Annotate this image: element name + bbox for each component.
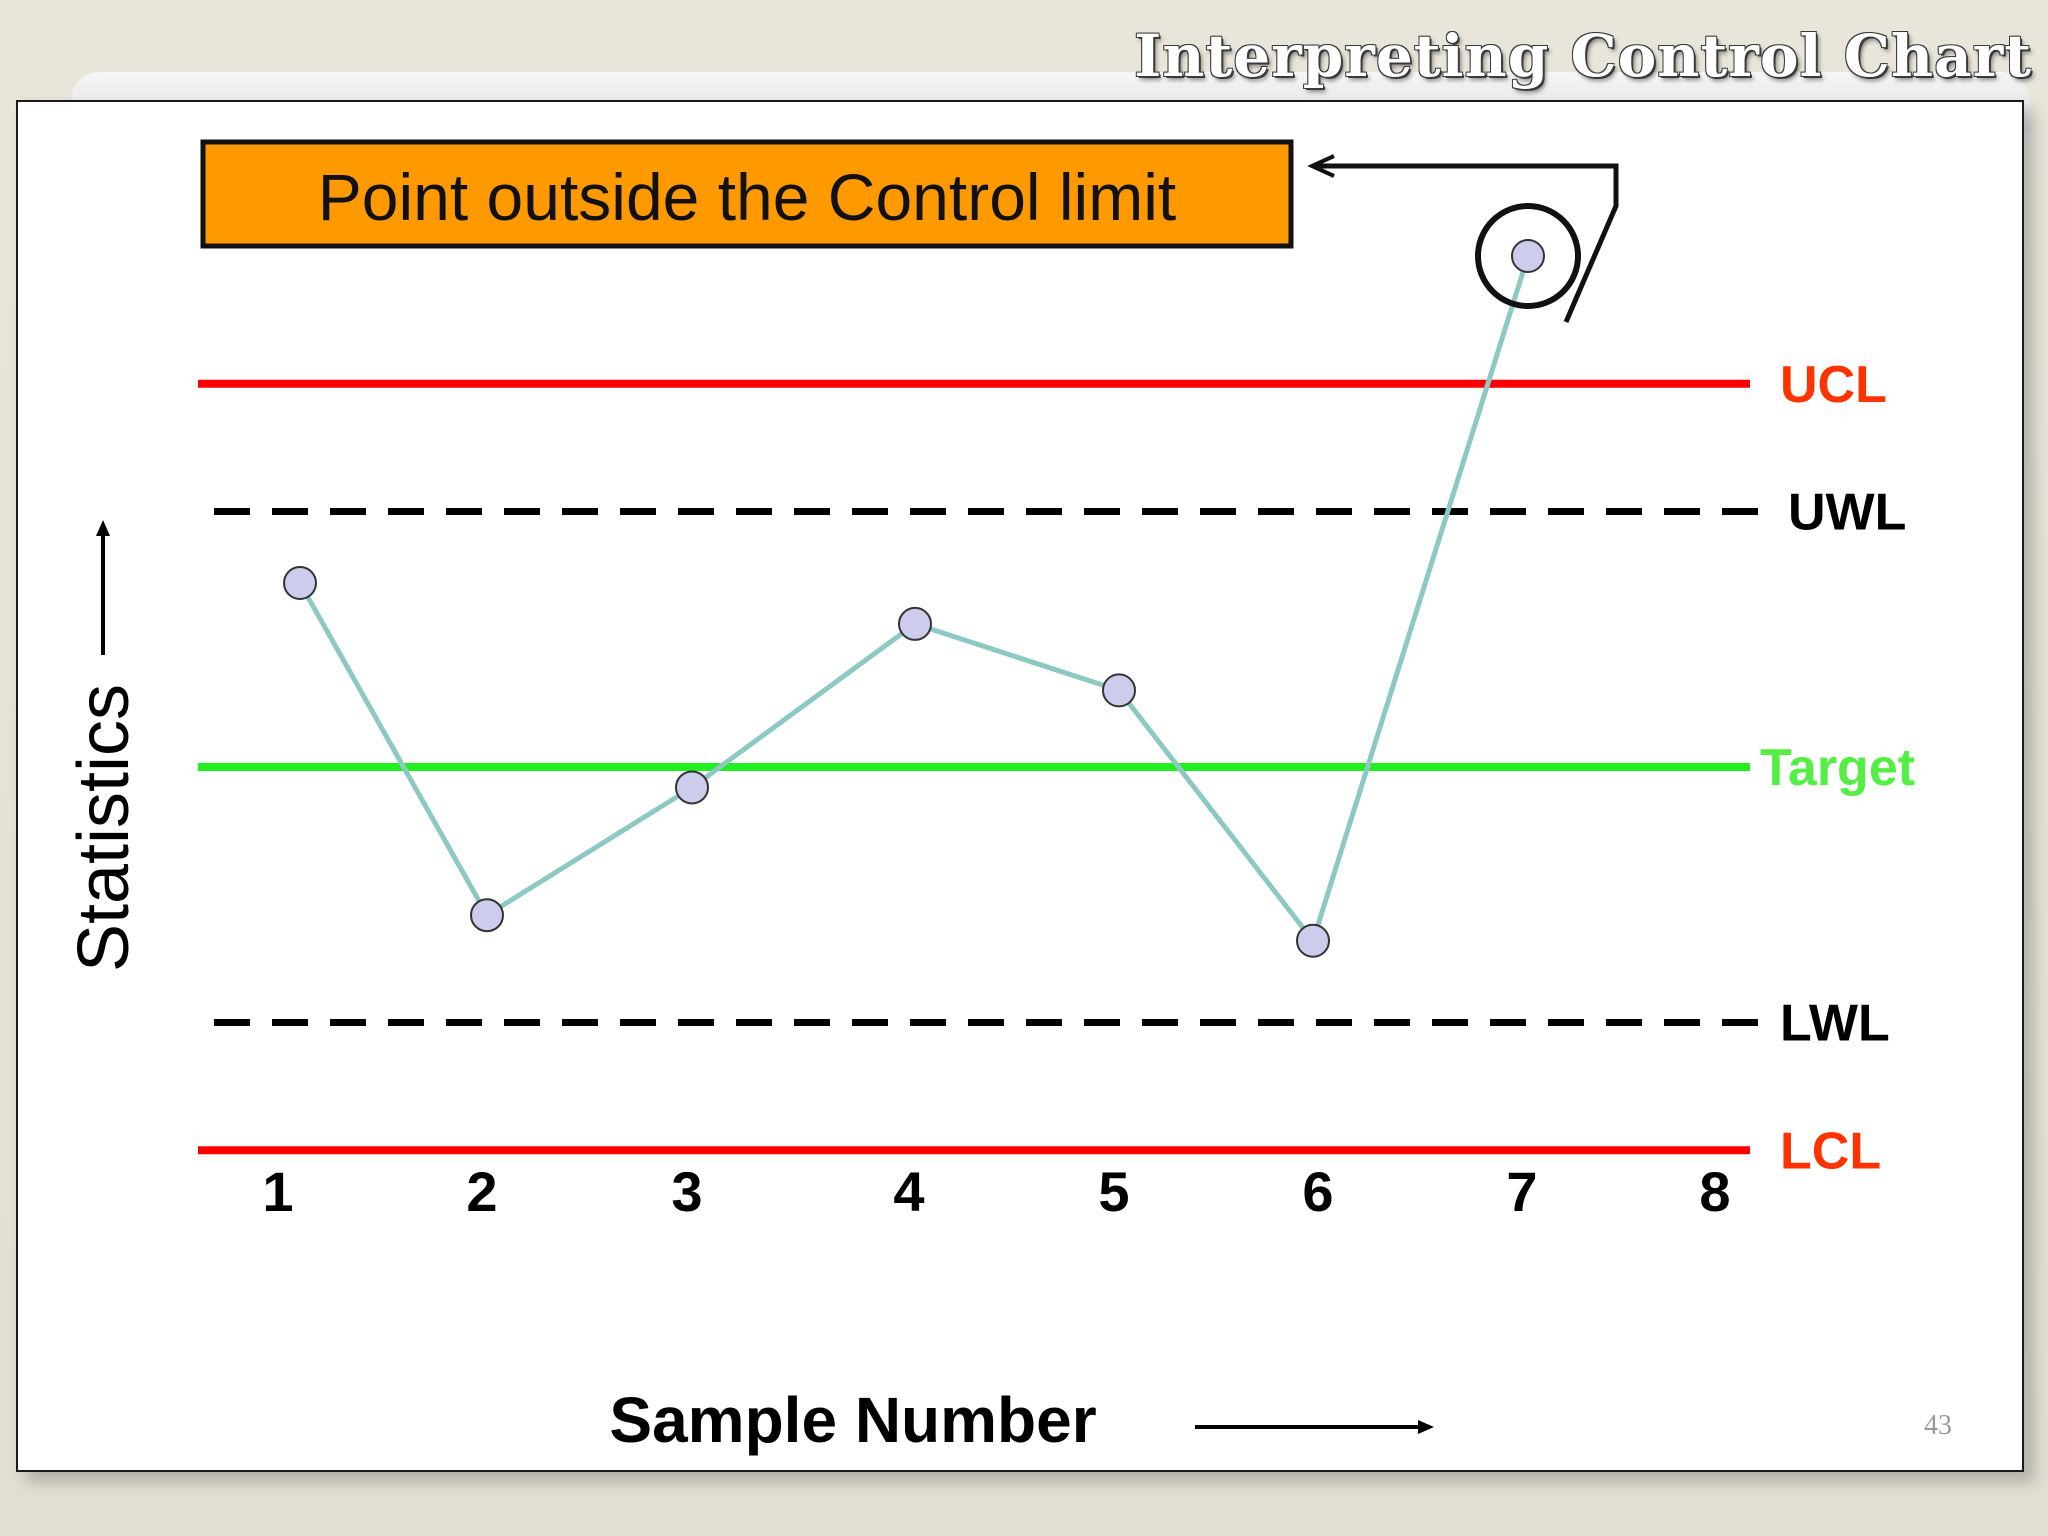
x-tick-label-4: 4 <box>893 1160 924 1223</box>
callout-text: Point outside the Control limit <box>318 160 1176 234</box>
data-point-4 <box>898 606 932 641</box>
highlight-ring <box>1475 203 1581 309</box>
y-axis-arrowhead <box>96 520 110 536</box>
x-axis-arrowhead <box>1418 1420 1434 1434</box>
limit-label-uwl: UWL <box>1788 484 1906 542</box>
slide-title: Interpreting Control Chart <box>1134 22 2032 90</box>
callout-box <box>200 139 1294 249</box>
x-axis-ticks: 1 2 3 4 5 6 7 8 <box>262 1160 1730 1223</box>
callout-connector <box>1314 163 1619 323</box>
x-tick-label-1: 1 <box>262 1160 293 1223</box>
limit-label-ucl: UCL <box>1780 356 1887 414</box>
callout-arrowhead <box>1307 154 1335 178</box>
chart-panel <box>16 100 2024 1472</box>
x-axis-title: Sample Number <box>609 1384 1096 1456</box>
data-series <box>283 203 1581 958</box>
x-tick-label-8: 8 <box>1699 1160 1730 1223</box>
y-axis-title: Statistics <box>64 684 144 972</box>
x-tick-label-2: 2 <box>466 1160 497 1223</box>
data-point-2 <box>470 898 504 933</box>
data-point-5 <box>1102 673 1136 708</box>
data-point-7 <box>1511 239 1545 273</box>
data-point-6 <box>1296 923 1330 958</box>
control-limits: UCL UWL Target LWL LCL <box>198 356 1915 1180</box>
limit-label-lwl: LWL <box>1780 995 1890 1053</box>
x-tick-label-6: 6 <box>1302 1160 1333 1223</box>
x-tick-label-3: 3 <box>671 1160 702 1223</box>
data-point-3 <box>675 770 709 805</box>
x-tick-label-7: 7 <box>1506 1160 1537 1223</box>
data-point-1 <box>283 566 317 601</box>
slide-number: 43 <box>1924 1410 1952 1441</box>
limit-label-lcl: LCL <box>1780 1122 1881 1180</box>
limit-label-target: Target <box>1760 739 1915 797</box>
series-line <box>297 255 1531 944</box>
x-tick-label-5: 5 <box>1098 1160 1129 1223</box>
